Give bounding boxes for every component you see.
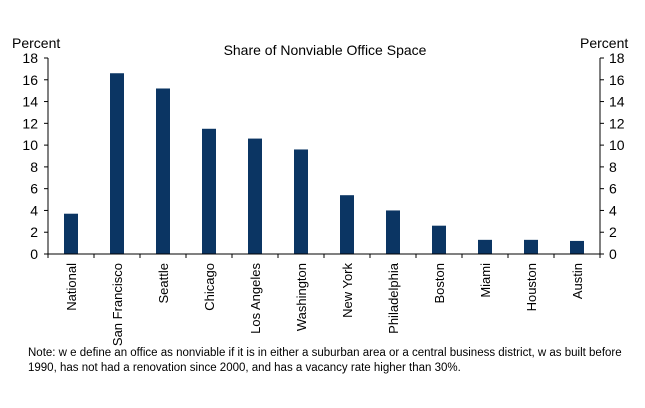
bar — [110, 73, 124, 254]
right-y-tick-label: 12 — [609, 115, 625, 131]
x-tick-label: New York — [340, 263, 355, 318]
x-tick-label: Austin — [570, 263, 585, 299]
bar — [294, 149, 308, 254]
x-tick-label: National — [64, 263, 79, 311]
left-y-tick-label: 10 — [22, 137, 38, 153]
right-y-tick-label: 14 — [609, 94, 625, 110]
left-y-tick-label: 4 — [30, 202, 38, 218]
left-y-tick-label: 0 — [30, 246, 38, 262]
right-y-tick-label: 18 — [609, 50, 625, 66]
bar — [340, 195, 354, 254]
y-axis-label-left: Percent — [12, 35, 60, 51]
right-y-tick-label: 0 — [609, 246, 617, 262]
x-tick-label: Houston — [524, 263, 539, 311]
x-tick-label: Washington — [294, 263, 309, 331]
left-y-tick-label: 2 — [30, 224, 38, 240]
right-y-tick-label: 2 — [609, 224, 617, 240]
right-y-tick-label: 8 — [609, 159, 617, 175]
left-y-tick-label: 8 — [30, 159, 38, 175]
left-y-tick-label: 6 — [30, 181, 38, 197]
left-y-tick-label: 18 — [22, 50, 38, 66]
left-y-tick-label: 12 — [22, 115, 38, 131]
bars — [64, 73, 584, 254]
right-y-tick-label: 10 — [609, 137, 625, 153]
x-axis-labels: National San Francisco Seattle Chicago Los A… — [47, 254, 601, 346]
left-y-axis-ticks: 0 2 4 6 8 10 12 14 16 18 — [22, 50, 49, 262]
bar — [432, 225, 446, 254]
bar — [64, 213, 78, 254]
x-tick-label: Seattle — [156, 263, 171, 303]
x-tick-label: Boston — [432, 263, 447, 303]
right-y-axis-ticks: 0 2 4 6 8 10 12 14 16 18 — [599, 50, 625, 262]
right-y-tick-label: 6 — [609, 181, 617, 197]
x-tick-label: Los Angeles — [248, 263, 263, 334]
bar — [248, 138, 262, 254]
y-axis-label-right: Percent — [580, 35, 628, 51]
right-y-tick-label: 16 — [609, 72, 625, 88]
chart-title: Share of Nonviable Office Space — [224, 42, 427, 58]
bar — [386, 210, 400, 254]
bar — [570, 240, 584, 254]
chart-note: Note: w e define an office as nonviable … — [28, 347, 622, 374]
bar — [156, 88, 170, 254]
left-y-tick-label: 14 — [22, 94, 38, 110]
bar — [202, 128, 216, 254]
right-y-tick-label: 4 — [609, 202, 617, 218]
x-tick-label: San Francisco — [110, 263, 125, 346]
x-tick-label: Miami — [478, 263, 493, 298]
x-tick-label: Chicago — [202, 263, 217, 311]
left-y-tick-label: 16 — [22, 72, 38, 88]
x-tick-label: Philadelphia — [386, 262, 401, 334]
bar — [478, 239, 492, 254]
bar — [524, 239, 538, 254]
